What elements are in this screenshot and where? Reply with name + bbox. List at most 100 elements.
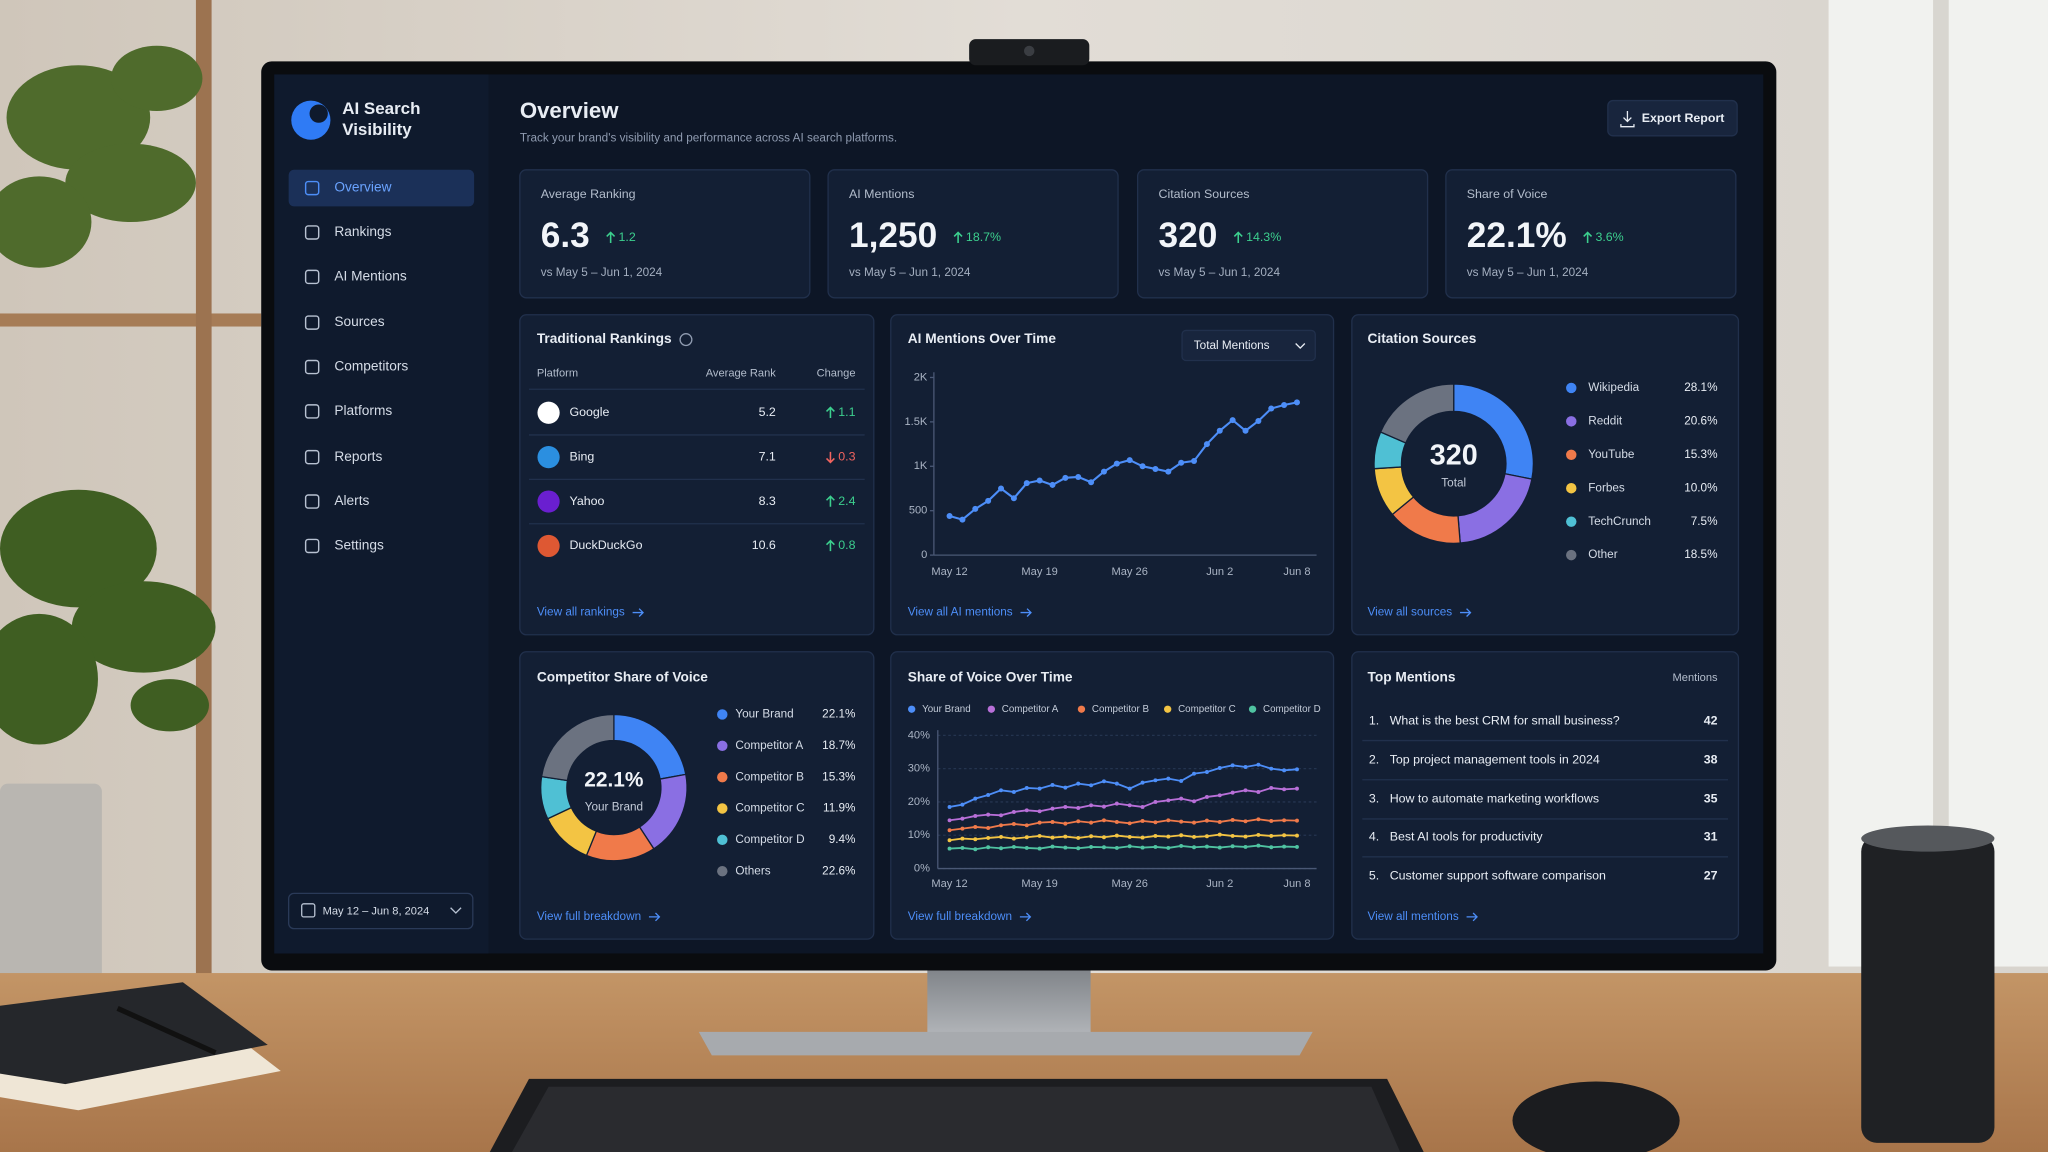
data-point: [1166, 776, 1171, 781]
data-point: [1037, 786, 1042, 791]
link-arrow: [1460, 608, 1472, 617]
data-point: [1230, 833, 1235, 838]
kpi-label: Average Ranking: [541, 187, 636, 201]
legend-label: Competitor D: [1263, 704, 1321, 715]
data-point: [1024, 786, 1029, 790]
brand-name: Visibility: [342, 120, 412, 139]
legend-swatch: [1566, 549, 1577, 561]
mention-query: Best AI tools for productivity: [1390, 830, 1544, 844]
legend-label: Reddit: [1588, 414, 1623, 427]
data-point: [1255, 417, 1262, 424]
series-line: [949, 844, 1298, 851]
data-point: [1295, 833, 1299, 838]
data-point: [1076, 781, 1081, 786]
data-point: [1293, 399, 1300, 406]
download-icon: [1620, 111, 1635, 128]
kpi-label: Share of Voice: [1467, 187, 1548, 201]
mention-rank: 3.: [1369, 792, 1379, 806]
data-point: [1179, 819, 1184, 824]
data-point: [1217, 845, 1222, 850]
nav-item[interactable]: AI Mentions: [334, 269, 407, 284]
data-point: [998, 485, 1005, 492]
date-range: May 12 – Jun 8, 2024: [323, 906, 430, 918]
legend-swatch: [908, 705, 916, 713]
nav-item[interactable]: Rankings: [334, 224, 391, 239]
series-line: [949, 818, 1298, 832]
value-label: 22.6%: [822, 864, 856, 877]
data-point: [1166, 845, 1171, 850]
data-point: [1076, 805, 1081, 810]
data-point: [1050, 835, 1055, 840]
data-point: [1204, 818, 1209, 823]
data-point: [985, 497, 992, 504]
data-point: [1192, 834, 1196, 839]
legend-swatch: [1566, 449, 1577, 461]
arrow-up: [1233, 231, 1243, 243]
nav-icon: [304, 269, 320, 285]
export-button[interactable]: [1607, 99, 1738, 137]
y-tick-label: 1K: [914, 460, 928, 472]
data-point: [1063, 804, 1068, 809]
legend-label: Wikipedia: [1588, 381, 1639, 394]
dropdown[interactable]: [1181, 329, 1316, 362]
mention-count: 42: [1704, 713, 1718, 727]
data-point: [1024, 808, 1029, 813]
link[interactable]: View all AI mentions: [908, 606, 1013, 619]
data-point: [1050, 806, 1055, 811]
data-point: [1166, 818, 1171, 823]
panel-title: Top Mentions: [1368, 670, 1456, 685]
date-picker[interactable]: [287, 892, 474, 930]
monitor-neck: [927, 966, 1091, 1039]
legend-swatch: [717, 709, 728, 720]
platform-change: 0.8: [838, 538, 855, 552]
data-point: [947, 838, 952, 843]
nav-item[interactable]: Platforms: [334, 403, 392, 418]
legend-swatch: [1248, 705, 1257, 713]
data-point: [960, 826, 965, 831]
nav-item[interactable]: Reports: [334, 449, 382, 464]
mention-query: Customer support software comparison: [1390, 869, 1606, 883]
data-point: [1230, 817, 1235, 822]
brand-name: AI Search: [342, 99, 420, 118]
value-label: 18.7%: [822, 739, 856, 752]
y-tick-label: 0: [921, 549, 927, 561]
data-point: [1050, 819, 1055, 824]
mention-count: 35: [1704, 792, 1718, 806]
panel: [890, 651, 1335, 940]
value-label: 15.3%: [822, 770, 856, 783]
link[interactable]: View all mentions: [1368, 910, 1459, 923]
link[interactable]: View full breakdown: [908, 910, 1012, 923]
x-tick-label: May 12: [931, 566, 967, 578]
mention-rank: 4.: [1369, 830, 1379, 844]
panel: [519, 314, 875, 636]
mention-count: 38: [1704, 752, 1718, 766]
link[interactable]: View all sources: [1368, 606, 1453, 619]
data-point: [1102, 835, 1106, 840]
data-point: [1062, 474, 1069, 481]
nav-item[interactable]: Overview: [334, 180, 391, 195]
data-point: [1127, 844, 1132, 849]
data-point: [1230, 790, 1235, 795]
data-point: [1023, 480, 1030, 487]
nav-active: [288, 169, 475, 207]
data-point: [986, 835, 991, 840]
platform-rank: 10.6: [752, 538, 776, 552]
x-tick-label: May 26: [1112, 878, 1148, 890]
link[interactable]: View all rankings: [537, 606, 625, 619]
data-point: [1179, 796, 1184, 801]
nav-item[interactable]: Alerts: [334, 493, 369, 508]
nav-item[interactable]: Sources: [334, 314, 384, 329]
nav-item[interactable]: Settings: [334, 538, 384, 553]
data-point: [1076, 835, 1081, 840]
value-label: 20.6%: [1684, 414, 1718, 427]
data-point: [1089, 783, 1094, 788]
link[interactable]: View full breakdown: [537, 910, 641, 923]
kpi-card: [1445, 169, 1737, 299]
info-icon: [679, 333, 693, 347]
data-point: [1139, 463, 1146, 470]
platform-name: DuckDuckGo: [569, 538, 642, 552]
kpi-label: AI Mentions: [849, 187, 914, 201]
data-point: [1243, 834, 1248, 839]
data-point: [1269, 845, 1274, 850]
nav-item[interactable]: Competitors: [334, 359, 408, 374]
